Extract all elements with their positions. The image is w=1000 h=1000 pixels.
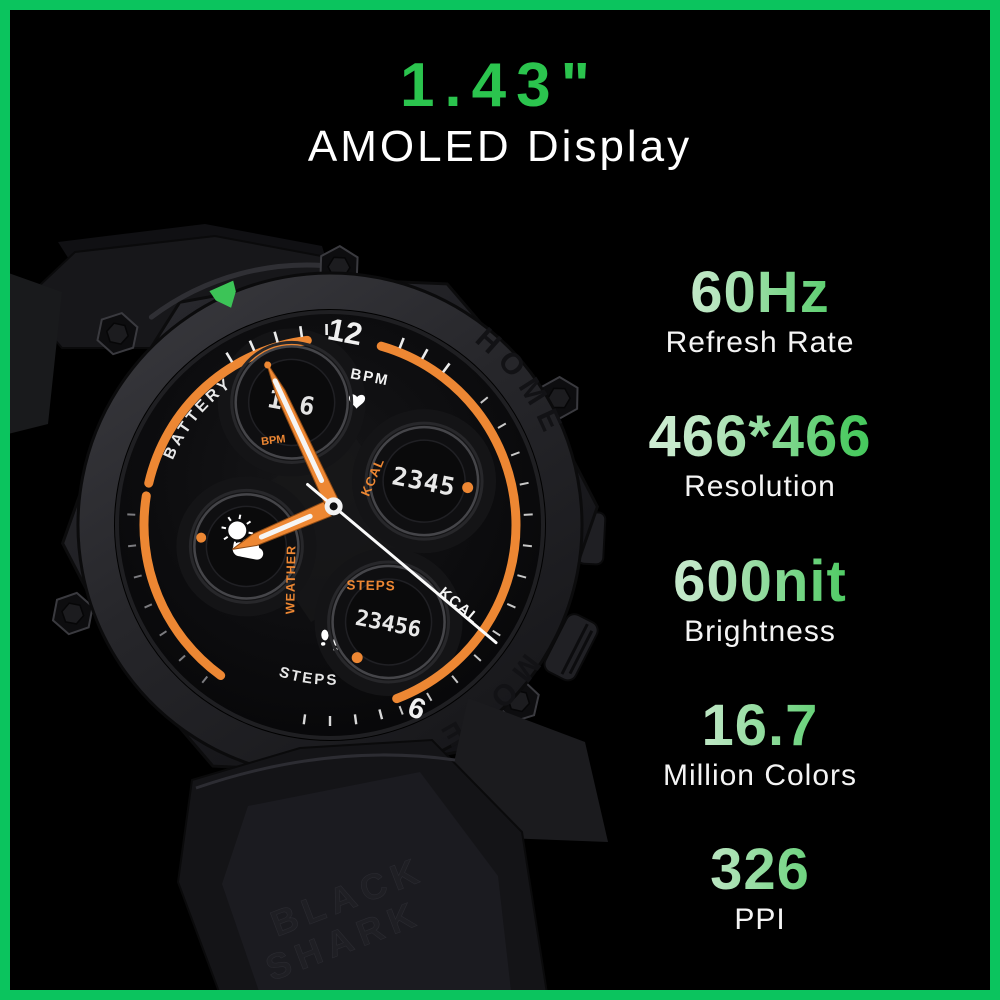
spec-label: Brightness [684,615,836,648]
spec-brightness: 600nit Brightness [560,551,960,649]
calories-dot [462,482,474,494]
dial-ticks [127,324,533,727]
spec-label: PPI [734,903,786,936]
steps-dot [351,652,363,664]
weather-label: WEATHER [283,545,298,614]
spec-value: 600nit [560,551,960,613]
numeral-12: 12 [325,311,366,352]
subdial-calories: 2345 KCAL [358,421,484,541]
subdial-steps: 23456 STEPS [327,560,451,684]
spec-value: 16.7 [560,695,960,757]
hand-pivot [324,497,343,516]
heartrate-label: BPM [261,433,287,448]
spec-value: 326 [560,839,960,901]
marker-triangle-top [209,280,236,308]
spec-value: 466*466 [560,406,960,468]
spec-ppi: 326 PPI [560,839,960,937]
spec-label: Refresh Rate [665,326,855,359]
spec-refresh-rate: 60Hz Refresh Rate [560,262,960,360]
spec-value: 60Hz [560,262,960,324]
spec-colors: 16.7 Million Colors [560,695,960,793]
steps-count-label: STEPS [346,578,396,594]
strap-bottom: BLACK SHARK [176,738,550,1000]
spec-resolution: 466*466 Resolution [560,406,960,504]
watch-head: HOME MODE [51,244,607,800]
spec-label: Resolution [684,470,836,503]
page-subtitle: AMOLED Display [307,122,693,171]
page-title: 1.43" [399,51,601,120]
spec-label: Million Colors [662,759,858,792]
dial-orange-arcs [139,335,521,704]
weather-dot [196,532,207,543]
